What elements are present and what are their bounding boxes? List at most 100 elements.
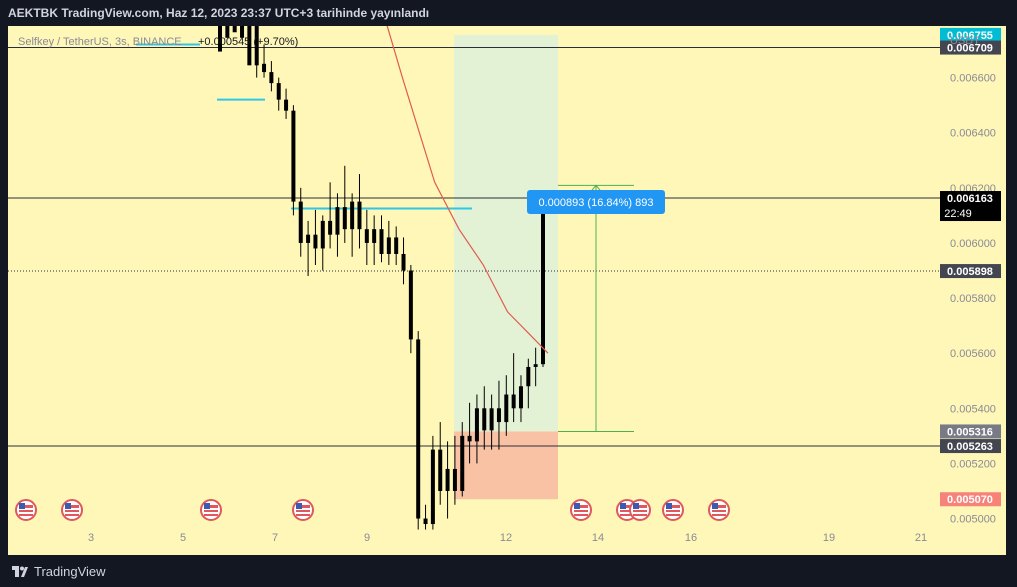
- candle[interactable]: [350, 193, 355, 257]
- x-tick-label: 19: [823, 532, 835, 544]
- candle[interactable]: [408, 264, 413, 354]
- price-tag[interactable]: 0.006163 22:49: [940, 191, 1001, 222]
- candle[interactable]: [254, 24, 259, 78]
- price-tag-box: [940, 264, 1001, 279]
- candle[interactable]: [496, 380, 501, 450]
- y-tick-label: 0.005000: [950, 514, 996, 526]
- candle-body: [474, 408, 479, 442]
- tradingview-brand[interactable]: TradingView: [12, 564, 106, 579]
- price-tag[interactable]: 0.005263: [940, 439, 1001, 454]
- candle[interactable]: [247, 24, 252, 66]
- us-flag-icon[interactable]: [15, 499, 37, 521]
- x-tick-label: 7: [272, 532, 278, 544]
- candle-body: [379, 229, 384, 254]
- candle[interactable]: [262, 44, 267, 78]
- chart-panel[interactable]: 0.005000 0.005200 0.005400 0.005600 0.005800…: [8, 0, 1006, 555]
- price-tag[interactable]: 0.006755: [940, 27, 1001, 42]
- candle[interactable]: [489, 394, 494, 450]
- candle-body: [541, 198, 545, 365]
- candle-body: [291, 110, 296, 202]
- candle[interactable]: [511, 353, 516, 423]
- price-tag-value: 0.005070: [947, 494, 993, 506]
- price-tag-countdown: 22:49: [944, 208, 972, 220]
- candle[interactable]: [460, 422, 465, 497]
- candle-body: [438, 449, 443, 491]
- candle[interactable]: [386, 220, 391, 265]
- us-flag-icon[interactable]: [629, 499, 651, 521]
- price-tag-box: [940, 27, 1001, 42]
- candle[interactable]: [313, 209, 318, 265]
- candle[interactable]: [416, 331, 421, 530]
- candle[interactable]: [482, 386, 487, 450]
- candle[interactable]: [335, 193, 340, 257]
- candle[interactable]: [364, 209, 369, 265]
- candle[interactable]: [320, 215, 325, 271]
- us-flag-icon[interactable]: [200, 499, 222, 521]
- candle[interactable]: [342, 165, 347, 243]
- candle[interactable]: [328, 182, 333, 249]
- candle-body: [328, 220, 333, 235]
- measure-label[interactable]: 0.000893 (16.84%) 893: [527, 190, 665, 214]
- candle[interactable]: [445, 441, 450, 519]
- candle-body: [533, 364, 538, 367]
- candle[interactable]: [504, 375, 509, 436]
- profit-zone[interactable]: [454, 34, 558, 432]
- candle-body: [218, 24, 222, 52]
- candle-body: [284, 99, 289, 111]
- bottom-bar: TradingView: [0, 555, 1017, 587]
- candle-body: [232, 24, 237, 33]
- price-tag[interactable]: 0.005898: [940, 264, 1001, 279]
- moving-average-line[interactable]: [370, 0, 549, 354]
- candle[interactable]: [357, 174, 362, 249]
- price-tag[interactable]: 0.005070: [940, 492, 1001, 507]
- y-tick-label: 0.006400: [950, 128, 996, 140]
- us-flag-icon[interactable]: [708, 499, 730, 521]
- candle-body: [452, 468, 457, 491]
- y-tick-label: 0.005400: [950, 403, 996, 415]
- us-flag-icon[interactable]: [292, 499, 314, 521]
- candle[interactable]: [306, 220, 311, 277]
- candle[interactable]: [379, 215, 384, 263]
- us-flag-icon[interactable]: [570, 499, 592, 521]
- candle[interactable]: [452, 435, 457, 505]
- candle-body: [504, 394, 509, 423]
- candle-body: [350, 201, 355, 230]
- candle[interactable]: [232, 0, 237, 33]
- candle[interactable]: [401, 237, 406, 285]
- candle[interactable]: [394, 226, 399, 265]
- candle-body: [335, 207, 340, 235]
- candle-body: [408, 270, 413, 340]
- candle[interactable]: [423, 504, 428, 530]
- candle[interactable]: [298, 187, 303, 257]
- price-tag-box: [940, 424, 1001, 439]
- price-chart[interactable]: 0.005000 0.005200 0.005400 0.005600 0.005800…: [8, 0, 1006, 555]
- candle-body: [416, 339, 421, 519]
- us-flag-icon[interactable]: [61, 499, 83, 521]
- candle-body: [225, 24, 230, 38]
- us-flag-icon[interactable]: [662, 499, 684, 521]
- candle[interactable]: [276, 77, 281, 111]
- currency-label: USDT: [950, 35, 980, 47]
- candle[interactable]: [541, 193, 545, 367]
- candle[interactable]: [526, 358, 531, 409]
- candle[interactable]: [284, 88, 289, 119]
- candle[interactable]: [291, 105, 296, 216]
- loss-zone[interactable]: [454, 431, 558, 500]
- candle[interactable]: [269, 61, 274, 92]
- price-tag-value: 0.006709: [947, 43, 993, 55]
- brand-name: TradingView: [34, 564, 106, 579]
- candle[interactable]: [218, 24, 222, 52]
- candle[interactable]: [467, 402, 472, 464]
- y-tick-label: 0.005800: [950, 293, 996, 305]
- candle[interactable]: [518, 375, 523, 423]
- price-tag[interactable]: 0.006709: [940, 40, 1001, 55]
- price-tag[interactable]: 0.005316: [940, 424, 1001, 439]
- candle[interactable]: [430, 435, 435, 530]
- candle[interactable]: [474, 394, 479, 464]
- candle[interactable]: [372, 215, 377, 265]
- candle[interactable]: [533, 347, 538, 387]
- x-tick-label: 16: [685, 532, 697, 544]
- candle-body: [401, 253, 406, 271]
- candle-body: [247, 24, 252, 66]
- candle[interactable]: [438, 422, 443, 505]
